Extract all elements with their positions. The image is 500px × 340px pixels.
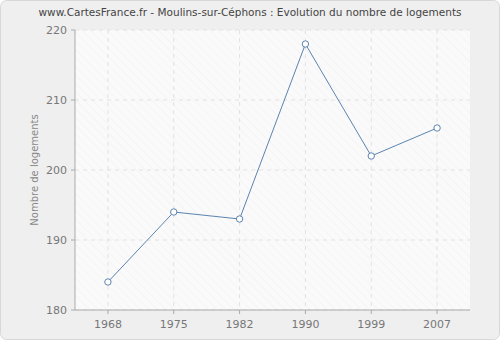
tick (371, 310, 372, 314)
y-tick-label: 220 (46, 24, 67, 37)
marker (368, 153, 374, 159)
x-tick-label: 1968 (94, 318, 122, 331)
marker (171, 209, 177, 215)
y-axis-label: Nombre de logements (29, 114, 40, 225)
tick (305, 310, 306, 314)
tick (71, 30, 75, 31)
tick (173, 310, 174, 314)
line (108, 44, 437, 282)
tick (71, 100, 75, 101)
marker (302, 41, 308, 47)
y-tick-label: 180 (46, 304, 67, 317)
tick (71, 170, 75, 171)
y-tick-label: 210 (46, 94, 67, 107)
marker (105, 279, 111, 285)
marker (434, 125, 440, 131)
grid-line (371, 30, 372, 310)
marker (236, 216, 242, 222)
grid-line (75, 170, 470, 171)
plot-hatch (75, 30, 470, 310)
y-axis (75, 30, 76, 310)
x-axis (75, 310, 470, 311)
tick (107, 310, 108, 314)
grid-line (75, 240, 470, 241)
y-tick-label: 200 (46, 164, 67, 177)
x-tick-label: 1982 (226, 318, 254, 331)
tick (71, 310, 75, 311)
grid-line (107, 30, 108, 310)
y-tick-label: 190 (46, 234, 67, 247)
tick (437, 310, 438, 314)
chart: 180 190 200 210 220 1968 1975 1982 1990 1999 2007 w… (0, 0, 500, 340)
background (1, 1, 500, 340)
tick (239, 310, 240, 314)
x-tick-label: 1975 (160, 318, 188, 331)
grid-line (75, 100, 470, 101)
grid-line (75, 30, 470, 31)
grid-line (305, 30, 306, 310)
title: www.CartesFrance.fr - Moulins-sur-Céphon… (39, 6, 462, 18)
grid-line (239, 30, 240, 310)
grid-line (173, 30, 174, 310)
plot-area (75, 30, 470, 310)
tick (71, 240, 75, 241)
series (105, 41, 441, 285)
x-tick-label: 2007 (423, 318, 451, 331)
grid-line (437, 30, 438, 310)
grid-line (75, 310, 470, 311)
x-tick-label: 1990 (291, 318, 319, 331)
x-tick-label: 1999 (357, 318, 385, 331)
